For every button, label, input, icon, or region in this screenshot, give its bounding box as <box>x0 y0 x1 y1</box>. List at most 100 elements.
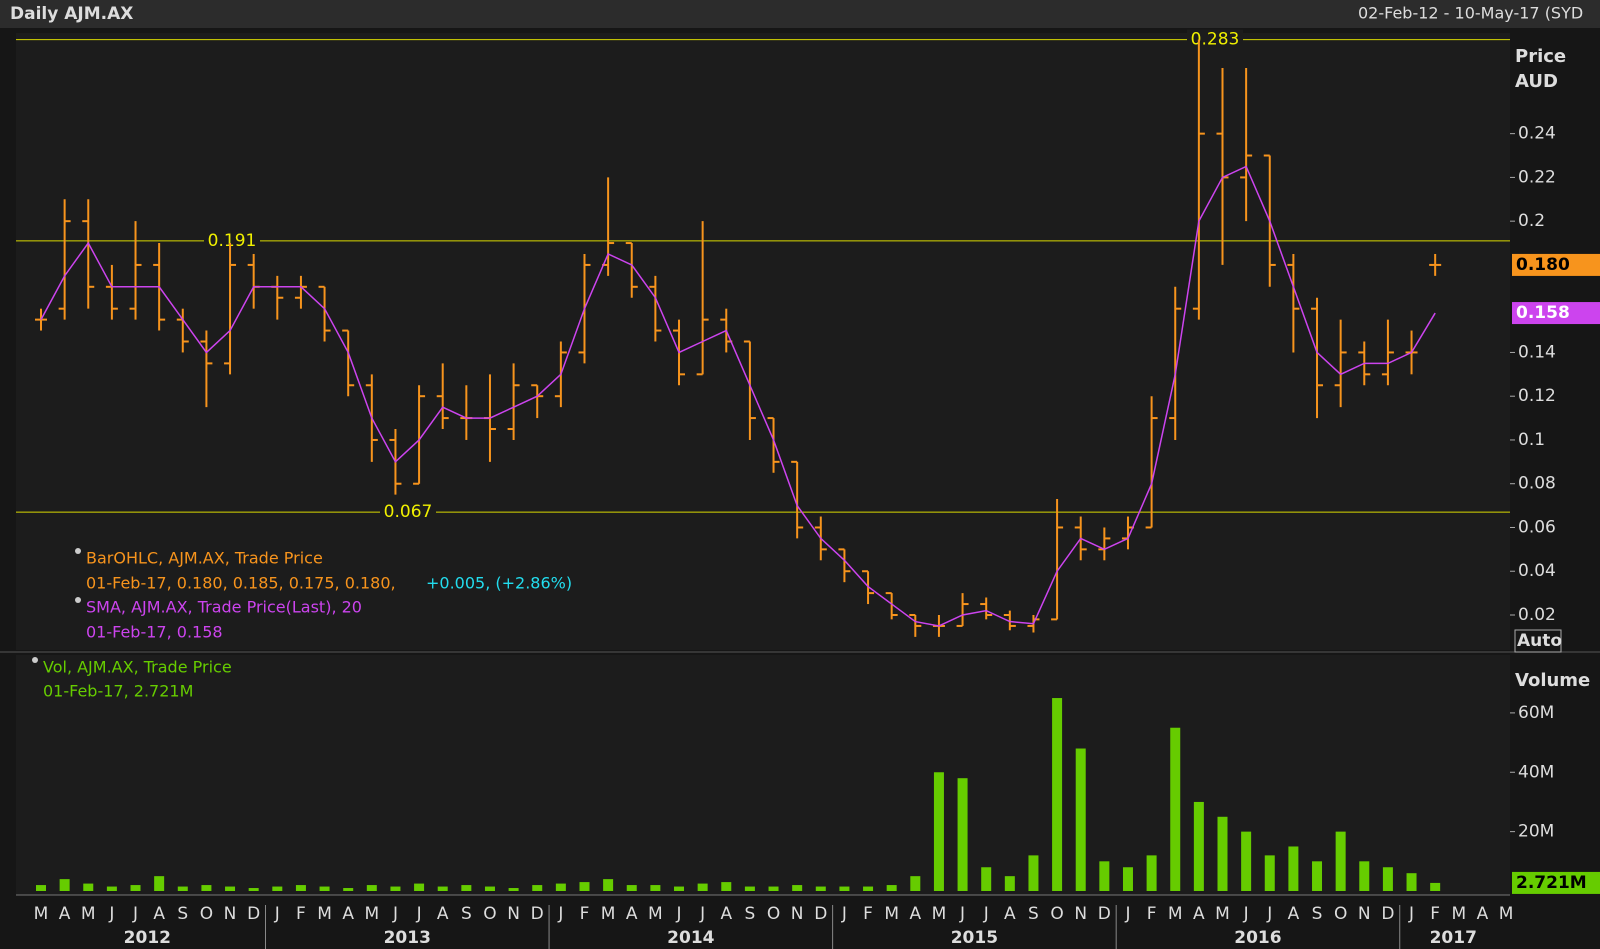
level-label: 0.191 <box>208 231 257 251</box>
volume-bar <box>815 886 826 891</box>
x-tick-label: M <box>1168 904 1183 924</box>
year-label: 2014 <box>667 928 714 948</box>
legend-ohlc-change: +0.005, (+2.86%) <box>426 574 572 593</box>
y-tick-label: 0.12 <box>1518 386 1556 406</box>
price-axis-unit: AUD <box>1515 71 1558 92</box>
x-tick-label: N <box>791 904 804 924</box>
x-tick-label: A <box>1193 904 1205 924</box>
volume-bar <box>1241 831 1252 891</box>
volume-bar <box>721 882 732 891</box>
volume-bar <box>1406 873 1417 891</box>
x-tick-label: D <box>1098 904 1111 924</box>
volume-bar <box>1004 876 1015 891</box>
y-tick-label: 0.08 <box>1518 474 1556 494</box>
price-panel <box>16 33 1510 650</box>
volume-bar <box>437 886 448 891</box>
x-tick-label: A <box>720 904 732 924</box>
x-tick-label: J <box>1243 904 1249 924</box>
volume-bar <box>674 886 685 891</box>
x-tick-label: M <box>81 904 96 924</box>
y-tick-label: 0.1 <box>1518 430 1545 450</box>
x-tick-label: O <box>483 904 496 924</box>
volume-bar <box>177 886 188 891</box>
header-bar <box>0 0 1600 28</box>
x-tick-label: J <box>983 904 989 924</box>
x-tick-label: J <box>132 904 138 924</box>
volume-axis-label: Volume <box>1515 670 1590 691</box>
x-tick-label: D <box>1381 904 1394 924</box>
x-tick-label: S <box>461 904 472 924</box>
level-label: 0.283 <box>1191 30 1240 50</box>
x-tick-label: S <box>745 904 756 924</box>
year-label: 2015 <box>951 928 998 948</box>
volume-bar <box>83 883 94 891</box>
volume-bar <box>886 885 897 891</box>
volume-bar <box>744 886 755 891</box>
x-tick-label: D <box>814 904 827 924</box>
x-tick-label: O <box>767 904 780 924</box>
x-tick-label: A <box>1288 904 1300 924</box>
y-tick-label: 0.22 <box>1518 167 1556 187</box>
volume-bar <box>130 885 141 891</box>
volume-bar <box>225 886 236 891</box>
price-axis-label: Price <box>1515 46 1566 67</box>
volume-bar <box>343 888 354 891</box>
volume-bar <box>839 886 850 891</box>
volume-bar <box>981 867 992 891</box>
level-label-bg <box>204 230 260 251</box>
volume-bar <box>154 876 165 891</box>
x-tick-label: M <box>1499 904 1514 924</box>
volume-bar <box>1335 831 1346 891</box>
volume-bar <box>106 886 117 891</box>
x-tick-label: J <box>841 904 847 924</box>
x-tick-label: M <box>1215 904 1230 924</box>
auto-button-label[interactable]: Auto <box>1517 631 1562 651</box>
x-tick-label: J <box>392 904 398 924</box>
x-tick-label: N <box>507 904 520 924</box>
x-tick-label: J <box>108 904 114 924</box>
volume-bar <box>1382 867 1393 891</box>
x-tick-label: M <box>34 904 49 924</box>
x-tick-label: A <box>1004 904 1016 924</box>
auto-button[interactable] <box>1514 629 1562 653</box>
volume-bar <box>768 886 779 891</box>
header-range: 02-Feb-12 - 10-May-17 (SYD <box>1358 4 1583 23</box>
x-tick-label: A <box>626 904 638 924</box>
x-tick-label: J <box>1266 904 1272 924</box>
volume-bar <box>697 883 708 891</box>
last-value-label: 0.180 <box>1516 255 1570 275</box>
volume-bar <box>319 886 330 891</box>
x-tick-label: A <box>342 904 354 924</box>
x-tick-label: S <box>177 904 188 924</box>
volume-bar <box>1146 855 1157 891</box>
volume-bar <box>1217 816 1228 891</box>
x-tick-label: F <box>296 904 306 924</box>
x-tick-label: J <box>416 904 422 924</box>
legend-icon[interactable] <box>32 657 38 663</box>
x-tick-label: N <box>1358 904 1371 924</box>
volume-bar <box>1264 855 1275 891</box>
volume-bar <box>484 886 495 891</box>
x-tick-label: M <box>932 904 947 924</box>
x-tick-label: J <box>557 904 563 924</box>
volume-panel <box>16 655 1510 895</box>
x-tick-label: J <box>1408 904 1414 924</box>
x-tick-label: M <box>364 904 379 924</box>
volume-bar <box>1312 861 1323 891</box>
legend-icon[interactable] <box>75 597 81 603</box>
y-tick-label: 0.14 <box>1518 342 1556 362</box>
volume-bar <box>414 883 425 891</box>
x-tick-label: A <box>153 904 165 924</box>
volume-bar <box>650 885 661 891</box>
level-label: 0.067 <box>384 502 433 522</box>
volume-bar <box>59 879 70 891</box>
x-tick-label: A <box>437 904 449 924</box>
legend-icon[interactable] <box>75 548 81 554</box>
legend-ohlc-readout: 01-Feb-17, 0.180, 0.185, 0.175, 0.180, <box>86 574 396 593</box>
x-tick-label: M <box>648 904 663 924</box>
level-label-bg <box>1187 29 1243 50</box>
sma-line <box>40 165 1436 627</box>
last-value-tag <box>1512 871 1600 894</box>
header-title: Daily AJM.AX <box>10 4 133 24</box>
x-tick-label: M <box>1451 904 1466 924</box>
